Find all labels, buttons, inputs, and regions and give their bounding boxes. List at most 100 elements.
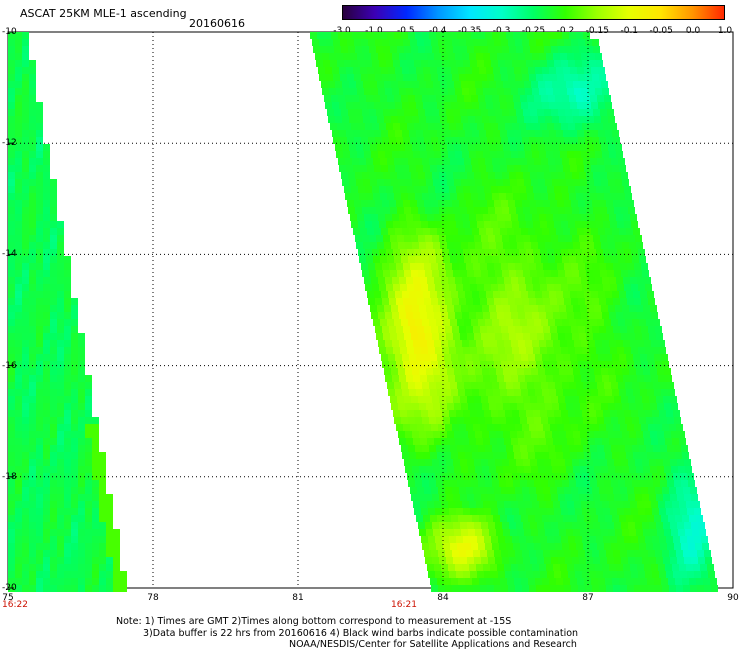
swath-pixel: [430, 515, 437, 522]
swath-pixel: [512, 186, 519, 193]
swath-pixel: [636, 529, 643, 536]
swath-pixel: [503, 431, 510, 438]
swath-pixel: [551, 459, 558, 466]
swath-pixel: [606, 263, 613, 270]
swath-pixel: [414, 508, 421, 515]
swath-pixel: [335, 144, 342, 151]
swath-pixel: [419, 116, 426, 123]
swath-pixel: [691, 522, 698, 529]
swath-pixel: [78, 403, 85, 410]
swath-pixel: [43, 186, 50, 193]
swath-pixel: [467, 333, 474, 340]
swath-pixel: [484, 186, 491, 193]
swath-pixel: [43, 256, 50, 263]
swath-pixel: [705, 557, 712, 564]
swath-pixel: [647, 452, 654, 459]
swath-pixel: [427, 214, 434, 221]
swath-pixel: [585, 550, 592, 557]
swath-pixel: [548, 445, 555, 452]
swath-pixel: [663, 396, 670, 403]
swath-pixel: [29, 382, 36, 389]
swath-pixel: [392, 375, 399, 382]
swath-pixel: [625, 319, 632, 326]
note-line-2: 3)Data buffer is 22 hrs from 20160616 4)…: [143, 628, 579, 639]
swath-pixel: [417, 39, 424, 46]
swath-pixel: [430, 578, 437, 585]
swath-pixel: [511, 214, 518, 221]
swath-pixel: [551, 557, 558, 564]
swath-pixel: [29, 214, 36, 221]
swath-pixel: [478, 256, 485, 263]
swath-pixel: [487, 74, 494, 81]
swath-pixel: [371, 53, 378, 60]
swath-pixel: [388, 67, 395, 74]
swath-pixel: [522, 298, 529, 305]
swath-pixel: [564, 585, 571, 592]
swath-pixel: [507, 515, 514, 522]
swath-pixel: [370, 116, 377, 123]
swath-pixel: [573, 431, 580, 438]
swath-pixel: [590, 543, 597, 550]
swath-pixel: [36, 116, 43, 123]
swath-pixel: [29, 291, 36, 298]
swath-pixel: [527, 193, 534, 200]
swath-pixel: [679, 438, 686, 445]
swath-pixel: [571, 298, 578, 305]
swath-pixel: [429, 543, 436, 550]
swath-pixel: [36, 144, 43, 151]
swath-pixel: [50, 193, 57, 200]
swath-pixel: [470, 284, 477, 291]
swath-pixel: [85, 431, 92, 438]
swath-pixel: [15, 501, 22, 508]
swath-pixel: [468, 179, 475, 186]
swath-pixel: [589, 284, 596, 291]
swath-pixel: [518, 53, 525, 60]
swath-pixel: [648, 487, 655, 494]
swath-pixel: [515, 298, 522, 305]
swath-pixel: [414, 123, 421, 130]
swath-pixel: [563, 102, 570, 109]
swath-pixel: [417, 74, 424, 81]
swath-pixel: [589, 571, 596, 578]
swath-pixel: [511, 340, 518, 347]
swath-pixel: [592, 200, 599, 207]
swath-pixel: [8, 123, 15, 130]
swath-pixel: [592, 361, 599, 368]
swath-pixel: [15, 256, 22, 263]
swath-pixel: [550, 326, 557, 333]
swath-pixel: [507, 452, 514, 459]
swath-pixel: [36, 123, 43, 130]
swath-pixel: [467, 109, 474, 116]
swath-pixel: [574, 564, 581, 571]
swath-pixel: [543, 39, 550, 46]
swath-pixel: [464, 543, 471, 550]
swath-pixel: [459, 200, 466, 207]
swath-pixel: [516, 46, 523, 53]
swath-pixel: [459, 39, 466, 46]
swath-pixel: [43, 389, 50, 396]
swath-pixel: [672, 438, 679, 445]
swath-pixel: [519, 536, 526, 543]
swath-pixel: [622, 368, 629, 375]
swath-pixel: [584, 102, 591, 109]
swath-pixel: [374, 291, 381, 298]
swath-pixel: [36, 270, 43, 277]
swath-pixel: [563, 228, 570, 235]
swath-pixel: [479, 228, 486, 235]
swath-pixel: [616, 214, 623, 221]
swath-pixel: [523, 109, 530, 116]
swath-pixel: [660, 382, 667, 389]
swath-pixel: [625, 382, 632, 389]
swath-pixel: [604, 382, 611, 389]
swath-pixel: [662, 550, 669, 557]
swath-pixel: [328, 116, 335, 123]
swath-pixel: [538, 305, 545, 312]
swath-pixel: [379, 284, 386, 291]
swath-pixel: [36, 585, 43, 592]
swath-pixel: [543, 263, 550, 270]
swath-pixel: [693, 501, 700, 508]
swath-pixel: [547, 410, 554, 417]
swath-pixel: [377, 81, 384, 88]
swath-pixel: [639, 319, 646, 326]
swath-pixel: [22, 550, 29, 557]
